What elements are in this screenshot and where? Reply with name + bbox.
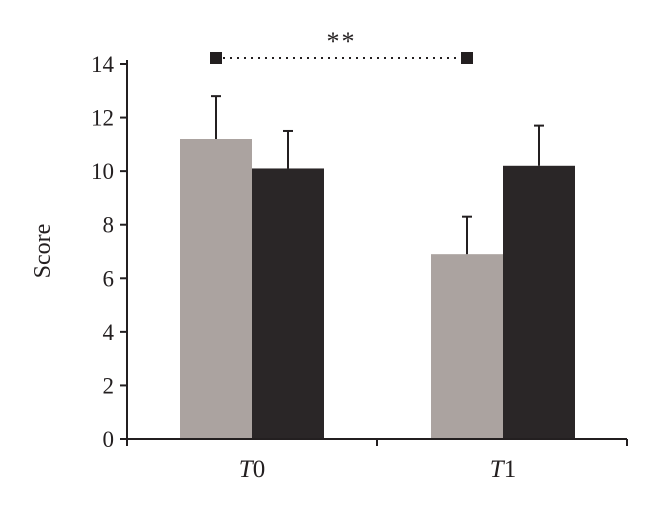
significance-label: ** xyxy=(327,27,357,56)
significance-marker-right xyxy=(461,52,473,64)
y-tick-label-4: 4 xyxy=(103,320,115,345)
y-axis-label: Score xyxy=(30,224,56,279)
bar-s2-c2 xyxy=(503,165,575,440)
bar-s2-c1 xyxy=(252,168,324,439)
plot-area: 0 2 4 6 8 10 12 14 T0 T1 ** xyxy=(91,27,628,483)
bar-s1-c1 xyxy=(180,139,252,439)
y-tick-label-2: 2 xyxy=(103,373,115,398)
x-tick-label-1: T0 xyxy=(239,456,265,483)
x-tick-label-2: T1 xyxy=(490,456,516,483)
y-tick-label-8: 8 xyxy=(103,213,115,238)
y-tick-label-10: 10 xyxy=(91,159,114,184)
y-tick-label-14: 14 xyxy=(91,52,115,77)
y-tick-label-6: 6 xyxy=(103,266,115,291)
significance-marker-left xyxy=(210,52,222,64)
bar-s1-c2 xyxy=(431,254,503,439)
y-tick-label-12: 12 xyxy=(91,106,114,131)
y-tick-label-0: 0 xyxy=(103,427,115,452)
